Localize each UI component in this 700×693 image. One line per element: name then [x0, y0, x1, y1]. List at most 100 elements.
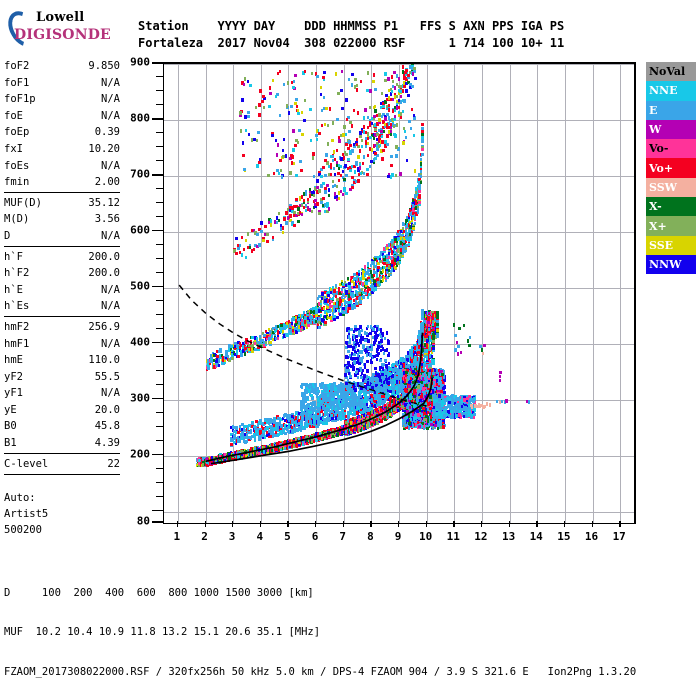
- auto-line: 500200: [4, 522, 48, 538]
- param-row: foE N/A: [4, 108, 120, 125]
- param-row: hmE 110.0: [4, 352, 120, 369]
- param-row: C-level 22: [4, 456, 120, 473]
- x-axis-label: 16: [585, 530, 598, 543]
- lowell-digisonde-logo: Lowell DIGISONDE: [2, 6, 136, 52]
- param-value: 9.850: [88, 58, 120, 75]
- legend-item-x-[interactable]: X-: [646, 197, 696, 217]
- y-tick-minor: [156, 243, 163, 245]
- gridline-vertical: [481, 64, 483, 523]
- legend-item-vo-[interactable]: Vo+: [646, 158, 696, 178]
- y-tick-minor: [156, 313, 163, 315]
- param-value: 55.5: [95, 369, 120, 386]
- param-row: B0 45.8: [4, 418, 120, 435]
- footer-muf-row: MUF 10.2 10.4 10.9 11.8 13.2 15.1 20.6 3…: [4, 626, 636, 639]
- legend-item-x-[interactable]: X+: [646, 216, 696, 236]
- legend-item-ssw[interactable]: SSW: [646, 177, 696, 198]
- gridline-vertical: [537, 64, 539, 523]
- param-separator: [4, 316, 120, 318]
- y-tick-minor: [156, 425, 163, 427]
- gridline-vertical: [426, 64, 428, 523]
- param-value: N/A: [101, 75, 120, 92]
- x-axis-label: 7: [339, 530, 346, 543]
- footer-info: D 100 200 400 600 800 1000 1500 3000 [km…: [4, 560, 636, 693]
- y-tick-minor: [156, 146, 163, 147]
- electron-density-profile-dashed: [178, 284, 427, 407]
- y-tick-minor: [156, 439, 163, 441]
- param-key: h`Es: [4, 298, 29, 315]
- param-row: h`F2 200.0: [4, 265, 120, 282]
- gridline-horizontal: [164, 120, 634, 121]
- param-row: yF2 55.5: [4, 369, 120, 386]
- param-value: N/A: [101, 91, 120, 108]
- y-axis: 900 800 700 600 500 400 300 200 80: [118, 56, 163, 528]
- param-key: B1: [4, 435, 17, 452]
- legend-item-sse[interactable]: SSE: [646, 235, 696, 255]
- legend-item-e[interactable]: E: [646, 100, 696, 120]
- param-key: foEs: [4, 158, 29, 175]
- x-axis-label: 4: [256, 530, 263, 543]
- y-tick-minor: [156, 90, 163, 91]
- param-key: foE: [4, 108, 23, 125]
- x-axis-label: 3: [229, 530, 236, 543]
- gridline-horizontal: [164, 455, 634, 457]
- param-value: N/A: [101, 282, 120, 299]
- param-key: D: [4, 228, 10, 245]
- param-row: h`E N/A: [4, 282, 120, 299]
- param-key: fxI: [4, 141, 23, 158]
- y-tick-minor: [156, 327, 163, 329]
- gridline-vertical: [592, 64, 594, 523]
- param-value: 2.00: [95, 174, 120, 191]
- y-tick-minor: [156, 495, 163, 497]
- x-tick: [619, 521, 621, 527]
- legend-item-nne[interactable]: NNE: [646, 81, 696, 101]
- legend-item-w[interactable]: W: [646, 119, 696, 140]
- x-axis-label: 12: [474, 530, 487, 543]
- y-tick-major: [152, 397, 163, 400]
- x-tick: [398, 521, 400, 527]
- gridline-vertical: [260, 64, 262, 523]
- header-labels-line: Station YYYY DAY DDD HHMMSS P1 FFS S AXN…: [138, 19, 564, 33]
- gridline-horizontal: [164, 64, 634, 65]
- gridline-vertical: [205, 64, 207, 523]
- x-tick: [342, 521, 345, 527]
- y-tick-minor: [156, 257, 163, 259]
- param-key: hmF2: [4, 319, 29, 336]
- gridline-horizontal: [164, 343, 634, 345]
- y-tick-minor: [156, 76, 163, 77]
- gridline-horizontal: [164, 287, 634, 289]
- gridline-vertical: [177, 64, 179, 523]
- param-key: yF1: [4, 385, 23, 402]
- x-axis-label: 9: [395, 530, 402, 543]
- legend-item-noval[interactable]: NoVal: [646, 62, 696, 82]
- gridline-vertical: [288, 64, 290, 523]
- param-key: MUF(D): [4, 195, 42, 212]
- x-axis-label: 10: [419, 530, 432, 543]
- param-key: yF2: [4, 369, 23, 386]
- param-row: h`F 200.0: [4, 249, 120, 266]
- gridline-vertical: [233, 64, 235, 523]
- param-key: h`E: [4, 282, 23, 299]
- param-key: yE: [4, 402, 17, 419]
- param-row: yF1 N/A: [4, 385, 120, 402]
- x-axis-label: 1: [173, 530, 180, 543]
- ionogram-plot-area[interactable]: [163, 62, 636, 524]
- echo-scatter-layer: [164, 64, 634, 523]
- param-row: foF2 9.850: [4, 58, 120, 75]
- param-separator: [4, 473, 120, 475]
- gridline-vertical: [564, 64, 566, 523]
- gridline-vertical: [620, 64, 622, 523]
- y-tick-major: [152, 341, 163, 344]
- y-tick-minor: [156, 299, 163, 301]
- extraordinary-trace-curve: [210, 377, 434, 465]
- param-row: foF1 N/A: [4, 75, 120, 92]
- param-row: foF1p N/A: [4, 91, 120, 108]
- ionogram-parameter-table: foF2 9.850 foF1 N/A foF1p N/A foE N/A foEp 0.39 fx…: [4, 58, 120, 476]
- legend-item-nnw[interactable]: NNW: [646, 254, 696, 275]
- legend-item-vo-[interactable]: Vo-: [646, 139, 696, 159]
- autoscaling-info-block: Auto: Artist5 500200: [4, 490, 48, 538]
- param-key: hmE: [4, 352, 23, 369]
- x-axis-label: 5: [284, 530, 291, 543]
- x-tick: [563, 521, 566, 527]
- x-axis-label: 6: [312, 530, 319, 543]
- logo-lowell-text: Lowell: [36, 10, 84, 25]
